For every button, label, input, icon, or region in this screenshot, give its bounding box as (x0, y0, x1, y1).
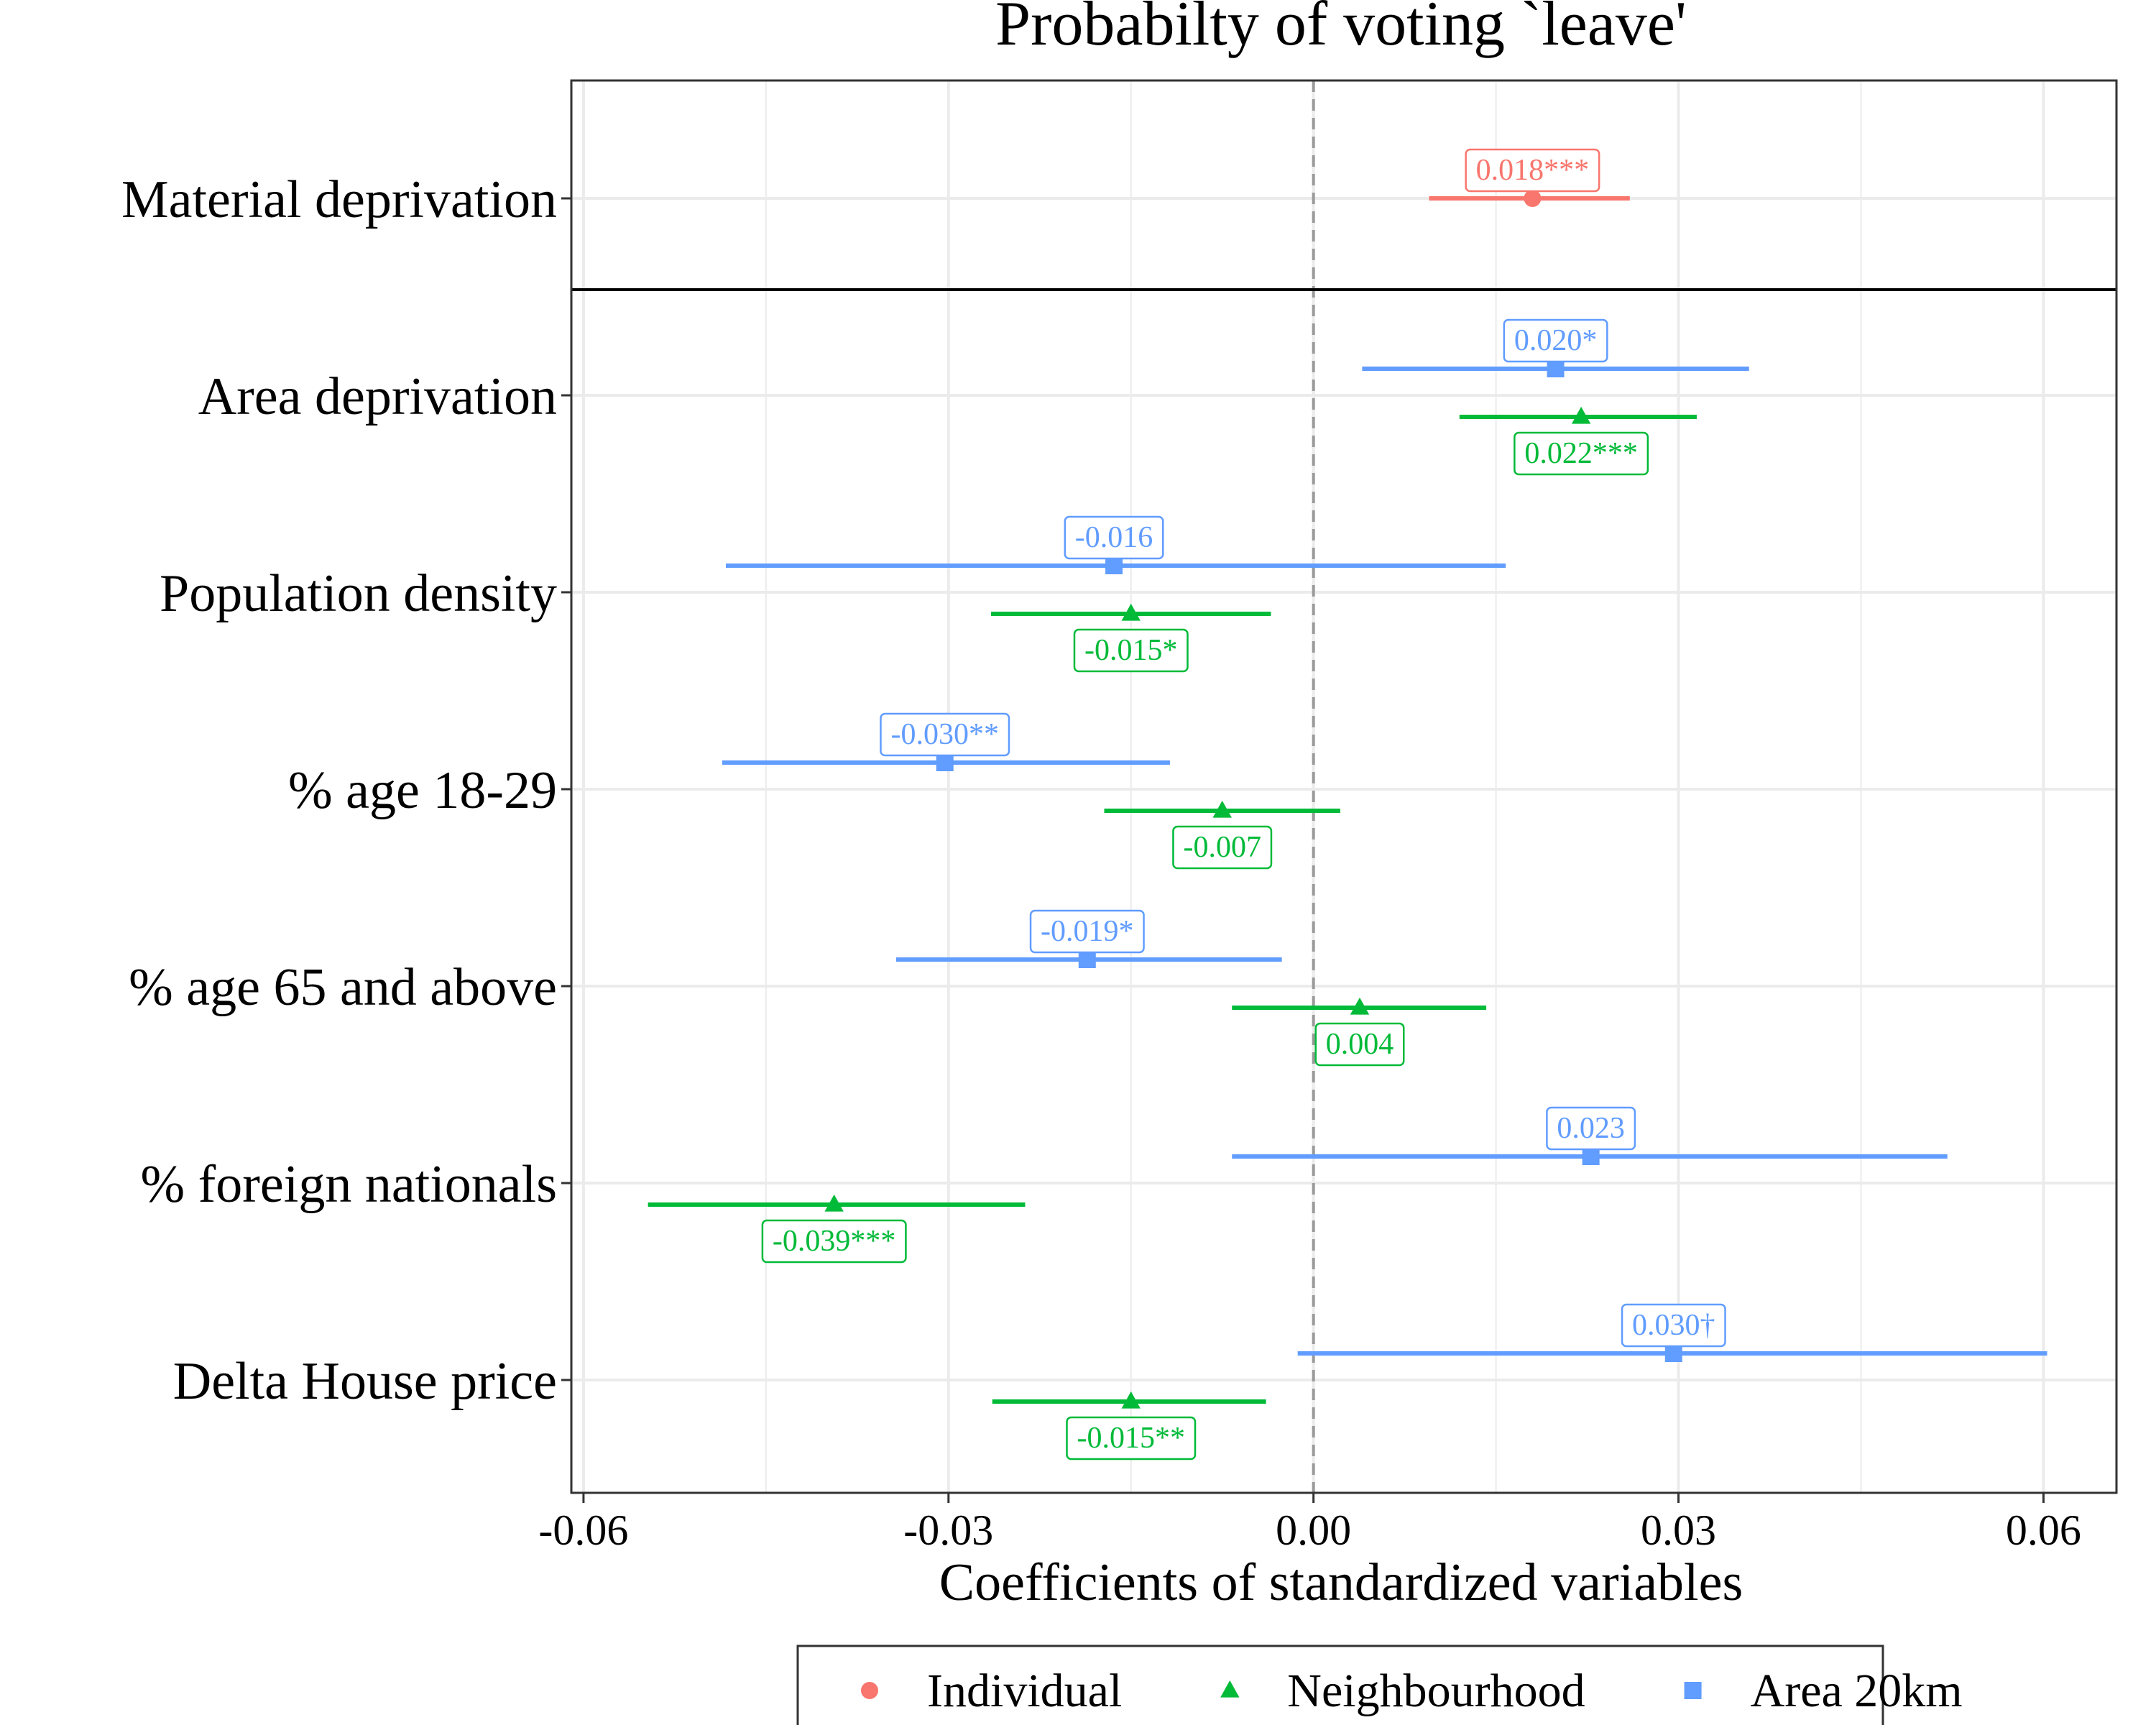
data-label-box (1514, 431, 1649, 476)
data-label-box (1172, 825, 1273, 870)
series-neighbourhood: 0.022*** -0.015* -0.007 0.004 -0.039*** -0.01… (648, 406, 1697, 1460)
y-tick-label-age-18-29: % age 18-29 (288, 761, 557, 820)
x-tick-label: 0.03 (1641, 1506, 1716, 1554)
data-label-box (1064, 515, 1164, 560)
data-label-box (1621, 1303, 1726, 1348)
point-neighbourhood-delta-house-price (1121, 1391, 1141, 1409)
data-label-area-20km-population-density: -0.016 (1064, 515, 1164, 560)
legend-key-area-20km (1684, 1682, 1702, 1699)
data-label-text: -0.030** (890, 718, 999, 751)
data-label-area-20km-age-65-and-above: -0.019* (1029, 909, 1145, 954)
x-tick-label: 0.06 (2006, 1506, 2081, 1554)
point-area-20km-delta-house-price (1664, 1345, 1682, 1362)
point-area-20km-foreign-nationals (1582, 1148, 1600, 1165)
series-individual: 0.018*** (1429, 148, 1630, 207)
chart-title: Probabilty of voting `leave' (995, 0, 1687, 59)
x-tick-label: 0.00 (1276, 1506, 1351, 1554)
y-tick-label-foreign-nationals: % foreign nationals (141, 1155, 558, 1214)
data-label-neighbourhood-delta-house-price: -0.015** (1066, 1416, 1197, 1460)
x-tick-label: -0.06 (538, 1506, 628, 1554)
data-label-text: 0.020* (1514, 324, 1598, 357)
y-tick-label-population-density: Population density (160, 564, 557, 623)
data-label-neighbourhood-age-65-and-above: 0.004 (1314, 1022, 1405, 1067)
data-label-text: -0.015* (1084, 634, 1178, 667)
point-area-20km-age-18-29 (936, 754, 954, 771)
x-tick-label: -0.03 (903, 1506, 993, 1554)
data-label-neighbourhood-area-deprivation: 0.022*** (1514, 431, 1649, 476)
y-axis: Material deprivation Area deprivation Popu… (121, 170, 571, 1411)
data-label-text: 0.030† (1632, 1309, 1715, 1342)
chart-marks: 0.018*** 0.022*** -0.015* -0.007 0.004 -0.039… (648, 148, 2047, 1460)
data-label-box (1029, 909, 1145, 954)
point-neighbourhood-foreign-nationals (824, 1194, 844, 1212)
data-label-box (1465, 148, 1600, 193)
x-axis-label: Coefficients of standardized variables (939, 1553, 1743, 1612)
legend: Individual Neighbourhood Area 20km (796, 1644, 1963, 1725)
y-tick-label-delta-house-price: Delta House price (173, 1352, 557, 1411)
point-area-20km-age-65-and-above (1078, 951, 1096, 968)
point-neighbourhood-age-18-29 (1212, 800, 1232, 818)
data-label-text: 0.004 (1326, 1028, 1394, 1061)
data-label-neighbourhood-foreign-nationals: -0.039*** (761, 1219, 907, 1264)
y-tick-label-age-65-and-above: % age 65 and above (129, 958, 557, 1017)
data-label-box (880, 712, 1010, 757)
data-label-text: 0.018*** (1476, 154, 1590, 187)
point-individual-material-deprivation (1524, 190, 1542, 207)
legend-item-neighbourhood: Neighbourhood (1220, 1665, 1585, 1717)
data-label-text: -0.007 (1183, 831, 1261, 864)
data-label-box (1314, 1022, 1405, 1067)
point-area-20km-population-density (1105, 557, 1123, 574)
data-label-neighbourhood-age-18-29: -0.007 (1172, 825, 1273, 870)
legend-box (796, 1644, 1884, 1725)
legend-item-individual: Individual (861, 1665, 1122, 1717)
data-label-individual-material-deprivation: 0.018*** (1465, 148, 1600, 193)
data-label-text: 0.022*** (1524, 437, 1638, 470)
data-label-text: -0.039*** (773, 1225, 896, 1258)
data-label-text: -0.019* (1041, 915, 1134, 948)
y-tick-label-area-deprivation: Area deprivation (198, 367, 557, 426)
legend-key-individual (861, 1682, 878, 1699)
data-label-neighbourhood-population-density: -0.015* (1073, 628, 1189, 673)
data-label-box (1073, 628, 1189, 673)
point-neighbourhood-population-density (1121, 603, 1141, 621)
legend-item-area-20km: Area 20km (1684, 1665, 1963, 1717)
data-label-area-20km-delta-house-price: 0.030† (1621, 1303, 1726, 1348)
data-label-area-20km-foreign-nationals: 0.023 (1546, 1106, 1636, 1151)
data-label-box (1503, 318, 1608, 363)
data-label-area-20km-area-deprivation: 0.020* (1503, 318, 1608, 363)
data-label-text: 0.023 (1557, 1112, 1625, 1145)
legend-key-neighbourhood (1220, 1680, 1240, 1698)
data-label-text: -0.015** (1077, 1422, 1185, 1455)
series-area-20km: 0.020* -0.016 -0.030** -0.019* 0.023 0.030† (722, 318, 2047, 1362)
data-label-box (761, 1219, 907, 1264)
legend-label: Neighbourhood (1287, 1665, 1585, 1717)
data-label-box (1066, 1416, 1197, 1460)
data-label-area-20km-age-18-29: -0.030** (880, 712, 1010, 757)
panel-border (570, 79, 2118, 1494)
point-neighbourhood-area-deprivation (1571, 406, 1591, 424)
legend-label: Individual (927, 1665, 1122, 1717)
x-axis: -0.06 -0.03 0.00 0.03 0.06 (538, 1493, 2081, 1554)
legend-label: Area 20km (1751, 1665, 1963, 1717)
point-area-20km-area-deprivation (1547, 360, 1565, 377)
point-neighbourhood-age-65-and-above (1350, 997, 1370, 1015)
data-label-text: -0.016 (1075, 521, 1153, 554)
data-label-box (1546, 1106, 1636, 1151)
y-tick-label-material-deprivation: Material deprivation (121, 170, 557, 229)
plot-panel (570, 79, 2118, 1494)
